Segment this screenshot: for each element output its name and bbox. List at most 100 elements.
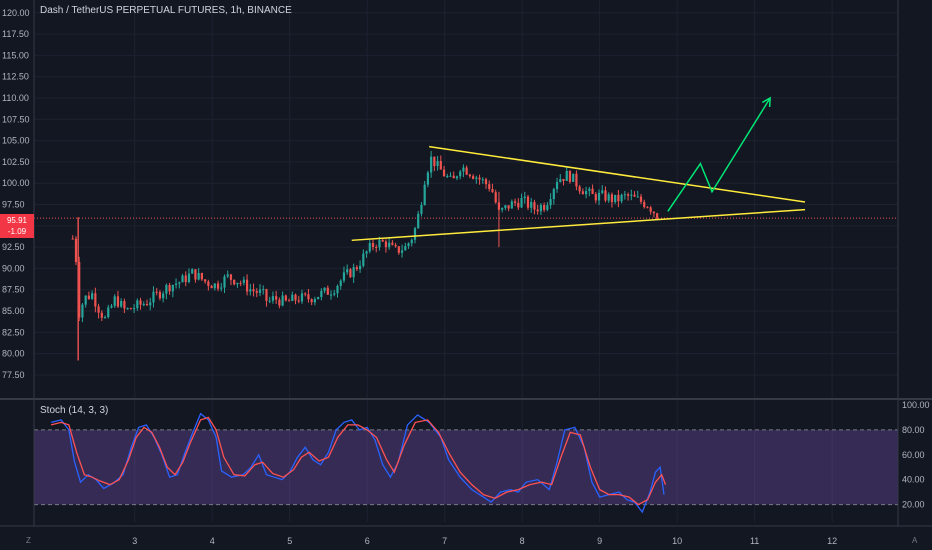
candle-body[interactable]: [420, 205, 423, 214]
candle-body[interactable]: [184, 275, 187, 283]
candle-body[interactable]: [333, 293, 336, 295]
candle-body[interactable]: [533, 202, 536, 210]
candle-body[interactable]: [336, 285, 339, 294]
candle-body[interactable]: [391, 242, 394, 245]
candle-body[interactable]: [394, 244, 397, 247]
candle-body[interactable]: [323, 287, 326, 291]
candle-body[interactable]: [523, 196, 526, 199]
candle-body[interactable]: [120, 301, 123, 307]
candle-body[interactable]: [591, 188, 594, 195]
candle-body[interactable]: [132, 308, 136, 310]
candle-body[interactable]: [400, 250, 404, 253]
candle-body[interactable]: [539, 205, 543, 212]
candle-body[interactable]: [636, 196, 639, 198]
candle-body[interactable]: [565, 171, 568, 181]
candle-body[interactable]: [313, 299, 316, 303]
candle-body[interactable]: [304, 293, 307, 295]
candle-body[interactable]: [149, 302, 152, 306]
candle-body[interactable]: [162, 293, 165, 299]
candle-body[interactable]: [494, 192, 497, 203]
candle-body[interactable]: [197, 273, 200, 280]
candle-body[interactable]: [116, 296, 120, 307]
candle-body[interactable]: [562, 179, 565, 181]
candle-body[interactable]: [604, 190, 607, 201]
candle-body[interactable]: [468, 174, 471, 177]
candle-body[interactable]: [649, 207, 652, 212]
candle-body[interactable]: [126, 308, 129, 310]
candle-body[interactable]: [81, 304, 84, 318]
candle-body[interactable]: [191, 269, 194, 274]
candle-body[interactable]: [155, 291, 158, 293]
candle-body[interactable]: [236, 282, 239, 285]
candle-body[interactable]: [187, 273, 191, 283]
candle-body[interactable]: [136, 300, 139, 309]
candle-body[interactable]: [329, 294, 333, 296]
candle-body[interactable]: [342, 272, 346, 281]
candle-body[interactable]: [404, 246, 407, 251]
candle-body[interactable]: [530, 202, 533, 208]
candle-body[interactable]: [223, 276, 226, 288]
candle-body[interactable]: [100, 312, 103, 318]
candle-body[interactable]: [475, 177, 478, 179]
candle-body[interactable]: [568, 171, 572, 182]
candle-body[interactable]: [646, 207, 649, 209]
candle-body[interactable]: [275, 296, 278, 300]
candle-body[interactable]: [555, 182, 559, 190]
candle-body[interactable]: [585, 190, 588, 195]
candle-body[interactable]: [384, 241, 388, 248]
candle-body[interactable]: [281, 295, 284, 306]
candle-body[interactable]: [481, 179, 484, 181]
candle-body[interactable]: [194, 269, 197, 280]
candle-body[interactable]: [97, 306, 100, 313]
candle-body[interactable]: [310, 299, 313, 303]
candle-body[interactable]: [552, 189, 555, 200]
price-axes[interactable]: 77.5080.0082.5085.0087.5090.0092.5095.00…: [0, 0, 932, 527]
candle-body[interactable]: [210, 285, 213, 289]
candle-body[interactable]: [78, 262, 81, 318]
candle-body[interactable]: [630, 194, 633, 196]
projection-path[interactable]: [667, 97, 771, 212]
candle-body[interactable]: [317, 296, 320, 300]
candle-body[interactable]: [381, 239, 384, 242]
candle-body[interactable]: [588, 188, 591, 191]
auto-scale-icon[interactable]: A: [912, 536, 918, 545]
candle-body[interactable]: [472, 176, 475, 179]
candle-body[interactable]: [594, 194, 597, 201]
candle-body[interactable]: [504, 205, 507, 208]
candle-body[interactable]: [501, 207, 504, 210]
candle-body[interactable]: [484, 179, 488, 185]
candle-body[interactable]: [639, 196, 643, 202]
candle-body[interactable]: [271, 296, 275, 301]
candle-body[interactable]: [287, 300, 291, 302]
candle-body[interactable]: [507, 205, 510, 209]
candle-body[interactable]: [546, 205, 549, 210]
candle-body[interactable]: [526, 196, 530, 208]
candle-body[interactable]: [433, 156, 436, 167]
candle-body[interactable]: [107, 307, 110, 318]
candle-body[interactable]: [614, 194, 617, 203]
candle-body[interactable]: [410, 239, 413, 244]
candle-body[interactable]: [488, 184, 491, 189]
drawing-tools[interactable]: [351, 96, 806, 242]
candle-body[interactable]: [455, 176, 459, 179]
candle-body[interactable]: [87, 295, 90, 299]
candle-body[interactable]: [178, 282, 181, 284]
candle-body[interactable]: [84, 295, 87, 305]
candle-body[interactable]: [265, 289, 268, 301]
candle-body[interactable]: [74, 238, 78, 263]
candle-body[interactable]: [229, 274, 233, 280]
candle-body[interactable]: [233, 279, 236, 285]
candle-body[interactable]: [110, 305, 113, 308]
candle-body[interactable]: [94, 293, 97, 307]
candle-body[interactable]: [103, 317, 107, 319]
candle-body[interactable]: [362, 253, 365, 266]
candle-body[interactable]: [355, 267, 358, 270]
lower-trendline[interactable]: [351, 208, 806, 242]
candle-body[interactable]: [145, 304, 149, 306]
candle-body[interactable]: [297, 300, 300, 302]
candle-body[interactable]: [581, 191, 584, 195]
candle-body[interactable]: [213, 283, 216, 289]
candle-body[interactable]: [255, 291, 258, 293]
candle-body[interactable]: [339, 280, 342, 286]
stoch-k-line[interactable]: [50, 412, 665, 514]
